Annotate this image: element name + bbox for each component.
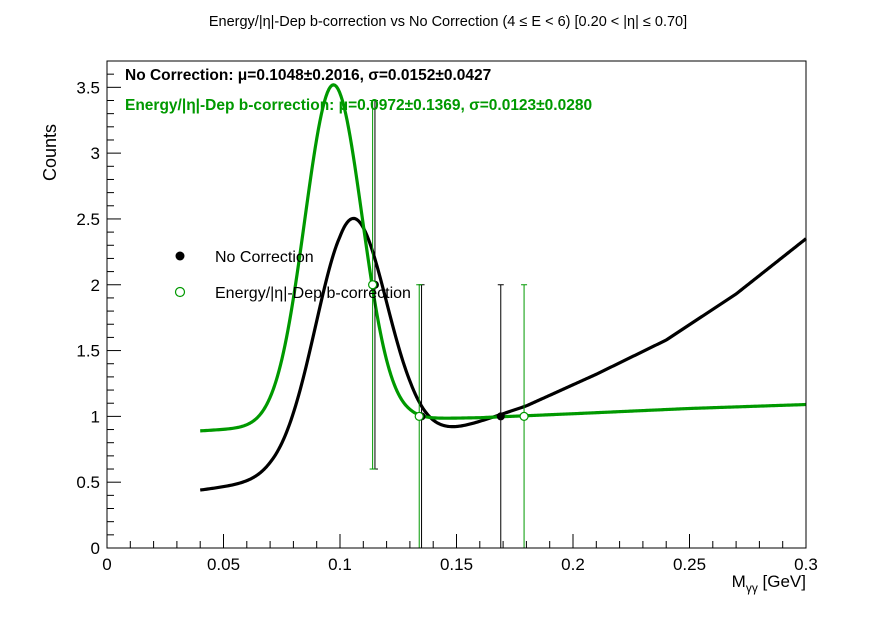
y-tick-label: 3.5 [76,78,100,97]
x-axis: 0 0.05 0.1 0.15 0.2 0.25 0.3 [102,534,818,574]
fit-stats: No Correction: μ=0.1048±0.2016, σ=0.0152… [125,67,592,114]
chart-title: Energy/|η|-Dep b-correction vs No Correc… [209,14,687,30]
legend-label: No Correction [215,249,314,266]
legend-marker [174,286,186,298]
y-tick-label: 2.5 [76,210,100,229]
x-tick-label: 0.1 [328,555,352,574]
x-tick-label: 0.15 [440,555,473,574]
data-point [496,412,505,421]
x-tick-label: 0.25 [673,555,706,574]
y-tick-label: 3 [91,144,100,163]
y-tick-label: 0 [91,539,100,558]
x-tick-label: 0.3 [794,555,818,574]
x-tick-label: 0.2 [561,555,585,574]
y-axis: 0 0.5 1 1.5 2 2.5 3 3.5 [76,60,121,558]
x-axis-label: Mγγ [GeV] [732,572,806,595]
y-axis-label: Counts [40,124,60,181]
x-tick-label: 0.05 [207,555,240,574]
y-tick-label: 1.5 [76,342,100,361]
fit-stat-text: Energy/|η|-Dep b-correction: μ=0.0972±0.… [125,97,592,114]
y-tick-label: 2 [91,276,100,295]
legend-label: Energy/|η|-Dep b-correction [215,285,411,302]
x-tick-label: 0 [102,555,111,574]
x-axis-label-main: M [732,572,746,591]
fit-stat-text: No Correction: μ=0.1048±0.2016, σ=0.0152… [125,67,491,84]
legend: No Correction Energy/|η|-Dep b-correction [174,249,411,302]
y-tick-label: 1 [91,407,100,426]
data-points [368,99,529,549]
y-tick-label: 0.5 [76,473,100,492]
plot-frame [106,60,807,549]
data-point [368,280,378,290]
data-point [414,411,424,421]
legend-marker [175,251,185,261]
data-point [519,411,529,421]
x-axis-label-subscript: γγ [746,581,758,595]
x-axis-label-unit: [GeV] [758,572,806,591]
